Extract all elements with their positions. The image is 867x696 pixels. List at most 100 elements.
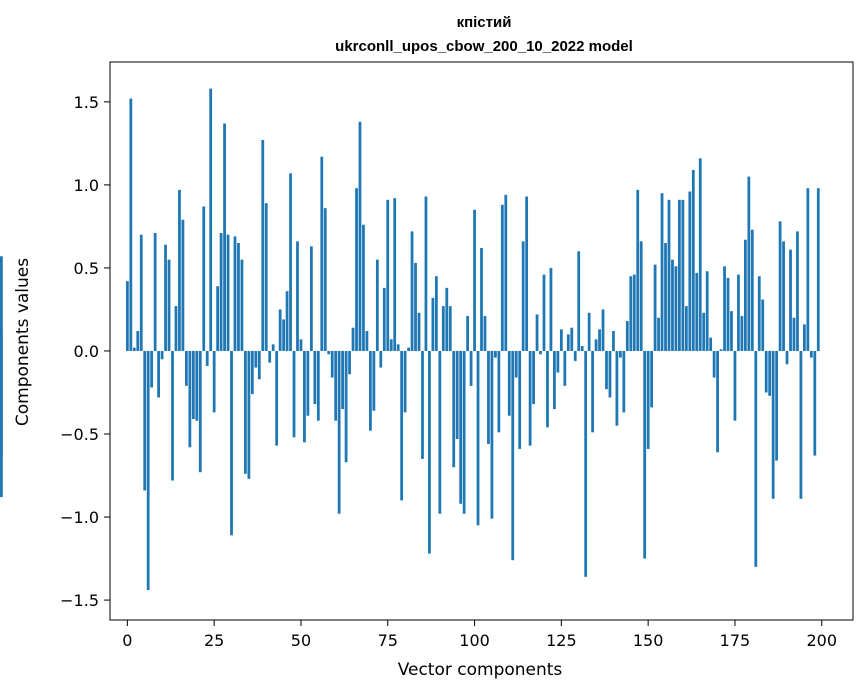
bar [750,229,754,351]
bar [327,350,331,355]
plot-area-frame [109,61,854,621]
bar [157,350,160,398]
bar [625,321,629,351]
bar [299,339,303,351]
bar [657,317,660,351]
bar [209,88,213,351]
bar [375,259,379,351]
bar [737,274,740,351]
bar [757,276,761,351]
bar [591,350,594,433]
x-axis-ticks: 0 25 50 75 100 125 150 175 200 [122,620,837,650]
bar [796,231,799,351]
bar [400,350,404,501]
bar [566,334,570,351]
bar [730,311,733,351]
bar [563,350,567,386]
bar [424,196,428,351]
bar [771,350,775,499]
bar [667,199,671,351]
bar [247,350,251,479]
bar [584,350,588,577]
bar [250,350,254,395]
bar [573,350,577,361]
bar [490,350,494,519]
bar [546,350,549,428]
bar [289,173,292,351]
bar [511,350,515,561]
bar [355,188,358,351]
x-tick-label: 100 [459,631,490,650]
bar [184,350,188,386]
bar [514,350,518,378]
bar [789,249,792,351]
bar [775,350,779,461]
bar [549,267,553,351]
bar [500,204,504,351]
bar [570,327,574,351]
bar [740,316,744,351]
bar [612,331,615,351]
bar [577,251,581,351]
bar [240,259,244,351]
bar [414,262,417,351]
bar [615,350,619,426]
bar [223,123,226,351]
bar [233,236,237,351]
bar [448,306,452,351]
bar [178,189,181,351]
bar [438,350,442,514]
bar [664,243,667,351]
x-tick-label: 0 [122,631,132,650]
bar [278,309,282,351]
x-tick-label: 50 [291,631,311,650]
bar [674,266,678,351]
bar [407,347,410,351]
bar [521,241,525,351]
bar [136,331,140,351]
bar [681,199,685,351]
bar [188,350,192,448]
bar [684,306,688,351]
bar [556,350,560,373]
bar [698,158,702,351]
y-axis-label: Components values [13,258,33,426]
bar [469,350,473,386]
x-tick-label: 200 [806,631,837,650]
y-tick-label: −1.0 [60,508,99,527]
bar [181,219,185,351]
y-tick-label: 1.5 [74,93,99,112]
bar [553,350,556,410]
bar [226,234,230,351]
bar [441,306,445,351]
bar [344,350,348,463]
bar [743,239,747,351]
x-tick-label: 25 [204,631,224,650]
y-tick-label: 0.0 [74,342,99,361]
chart-title-line-1: кпістий [457,14,512,31]
bar [434,276,438,351]
bar [764,350,768,393]
bar [369,350,372,431]
bar [754,350,758,567]
bar [334,350,338,421]
bar [313,350,317,405]
bar [483,316,487,351]
bar [716,350,719,453]
y-tick-label: 1.0 [74,176,99,195]
bar [379,350,383,368]
x-axis-label: Vector components [398,660,563,680]
bar [139,234,143,351]
bar [320,156,324,351]
bar [723,266,726,351]
bar [254,350,258,368]
bar [598,329,601,351]
bar [452,350,456,468]
bar [417,312,421,351]
bar [532,350,535,405]
bar [594,339,598,351]
bar [601,309,605,351]
x-tick-label: 75 [378,631,398,650]
bar [382,287,386,351]
